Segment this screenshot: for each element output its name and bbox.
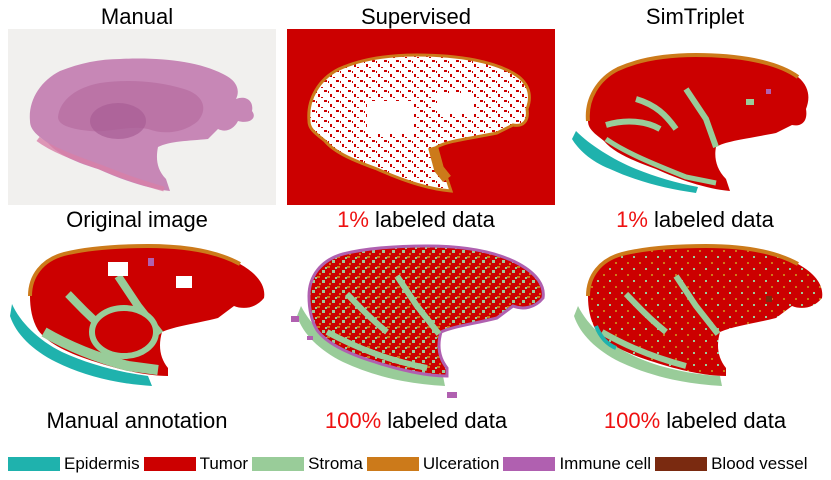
- caption-pct: 1%: [337, 207, 369, 232]
- legend-swatch: [503, 457, 556, 471]
- legend-label: Blood vessel: [711, 454, 808, 473]
- legend-item-ulceration: Ulceration: [366, 454, 500, 474]
- legend-label: Immune cell: [559, 454, 652, 473]
- caption-simtriplet-100pct: 100% labeled data: [604, 408, 786, 434]
- supervised-100pct-panel: [287, 236, 555, 406]
- legend-label: Epidermis: [64, 454, 140, 473]
- caption-simtriplet-1pct: 1% labeled data: [616, 207, 774, 233]
- caption-supervised-100pct: 100% labeled data: [325, 408, 507, 434]
- legend: Epidermis Tumor Stroma Ulceration Immune…: [8, 453, 811, 475]
- legend-swatch: [655, 457, 708, 471]
- legend-label: Ulceration: [422, 454, 500, 473]
- legend-swatch: [366, 457, 419, 471]
- simtriplet-1pct-panel: [566, 29, 831, 205]
- legend-label: Tumor: [199, 454, 249, 473]
- legend-label: Stroma: [308, 454, 363, 473]
- caption-rest: labeled data: [660, 408, 787, 433]
- caption-rest: labeled data: [381, 408, 508, 433]
- supervised-1pct-panel: [287, 29, 555, 205]
- caption-supervised-1pct: 1% labeled data: [337, 207, 495, 233]
- simtriplet-100pct-panel: [566, 236, 831, 406]
- legend-item-tumor: Tumor: [143, 454, 249, 474]
- legend-item-immune-cell: Immune cell: [503, 454, 651, 474]
- manual-annotation-panel: [8, 236, 276, 406]
- legend-swatch: [252, 457, 305, 471]
- legend-item-epidermis: Epidermis: [8, 454, 140, 474]
- legend-swatch: [143, 457, 196, 471]
- title-supervised: Supervised: [360, 4, 472, 29]
- legend-swatch: [8, 457, 60, 471]
- legend-item-blood-vessel: Blood vessel: [655, 454, 807, 474]
- caption-pct: 100%: [324, 408, 382, 433]
- caption-manual-annotation: Manual annotation: [46, 408, 228, 433]
- title-manual: Manual: [100, 4, 174, 29]
- title-simtriplet: SimTriplet: [645, 4, 745, 29]
- original-image-panel: [8, 29, 276, 205]
- caption-original-image: Original image: [66, 207, 208, 232]
- caption-rest: labeled data: [368, 207, 495, 232]
- caption-rest: labeled data: [647, 207, 774, 232]
- caption-pct: 1%: [616, 207, 648, 232]
- caption-pct: 100%: [603, 408, 661, 433]
- legend-item-stroma: Stroma: [252, 454, 363, 474]
